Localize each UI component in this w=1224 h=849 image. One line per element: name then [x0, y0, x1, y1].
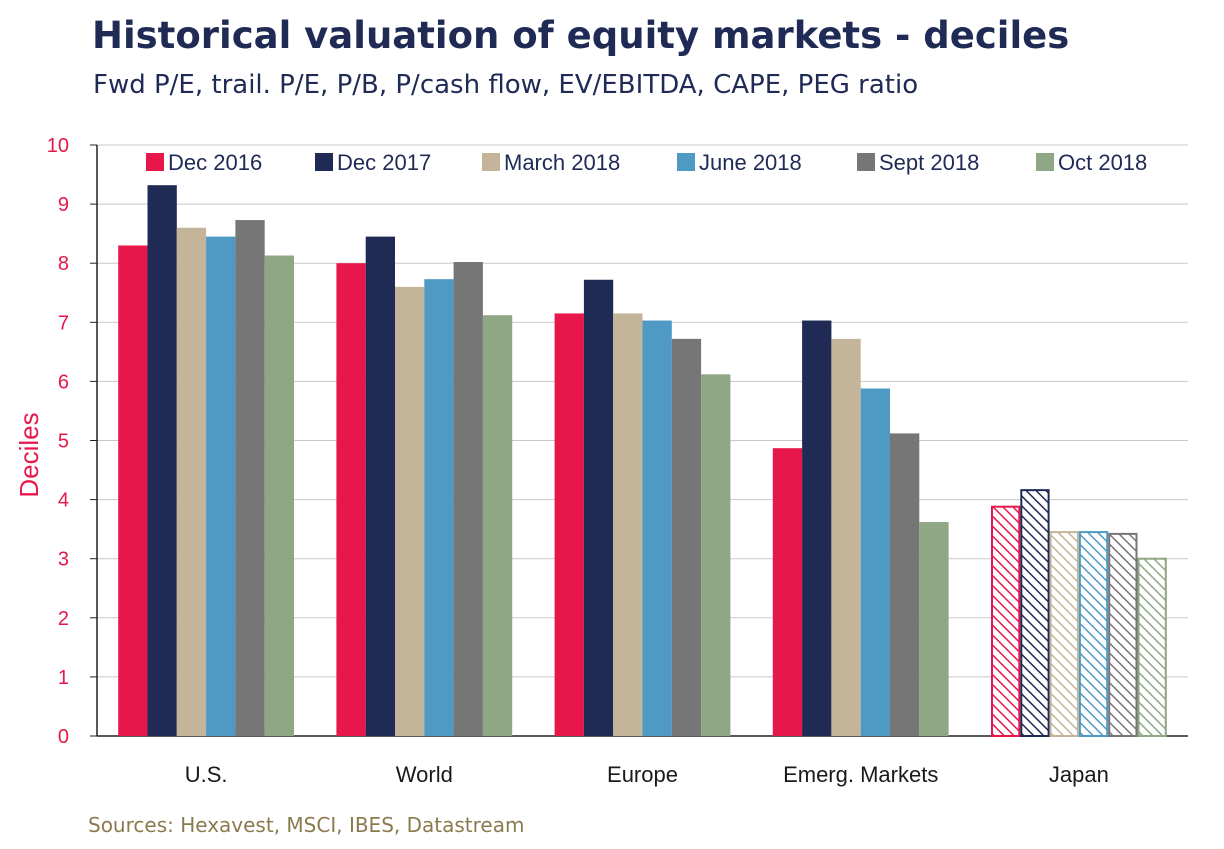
legend-item: Dec 2016	[146, 150, 262, 175]
bar-dec-2016-world	[336, 263, 366, 736]
y-tick-label: 7	[58, 312, 69, 334]
y-tick-label: 4	[58, 490, 69, 512]
x-tick-label: Japan	[1049, 762, 1109, 787]
bar-june-2018-u-s-	[206, 236, 236, 737]
bar-june-2018-europe	[642, 320, 672, 736]
legend-swatch	[857, 153, 875, 171]
legend-swatch	[146, 153, 164, 171]
x-tick-label: World	[396, 762, 453, 787]
bar-oct-2018-europe	[701, 374, 731, 736]
chart-subtitle: Fwd P/E, trail. P/E, P/B, P/cash flow, E…	[93, 70, 919, 100]
bar-sept-2018-europe	[671, 338, 702, 736]
bar-sept-2018-world	[453, 262, 483, 736]
x-tick-label: U.S.	[185, 762, 228, 787]
legend-label: March 2018	[504, 150, 620, 175]
bar-dec-2017-emerg-markets	[802, 320, 832, 736]
bar-march-2018-u-s-	[176, 227, 207, 737]
legend-swatch	[315, 153, 333, 171]
bar-sept-2018-emerg-markets	[890, 433, 920, 736]
bar-march-2018-world	[395, 286, 425, 736]
bar-dec-2016-u-s-	[118, 245, 148, 736]
bar-june-2018-japan	[1078, 531, 1109, 737]
bar-oct-2018-u-s-	[264, 255, 294, 736]
bar-sept-2018-japan	[1108, 532, 1138, 737]
bar-march-2018-emerg-markets	[831, 338, 861, 736]
legend-label: June 2018	[699, 150, 802, 175]
legend-item: Dec 2017	[315, 150, 431, 175]
bar-june-2018-emerg-markets	[860, 388, 890, 736]
y-tick-label: 3	[58, 549, 69, 571]
legend-label: Sept 2018	[879, 150, 979, 175]
bar-oct-2018-emerg-markets	[919, 522, 949, 736]
source-note: Sources: Hexavest, MSCI, IBES, Datastrea…	[88, 813, 525, 837]
x-tick-label: Europe	[607, 762, 678, 787]
y-tick-label: 8	[58, 253, 69, 275]
legend-item: March 2018	[482, 150, 620, 175]
y-tick-label: 2	[58, 608, 69, 630]
bar-dec-2016-japan	[991, 505, 1021, 737]
legend-label: Dec 2017	[337, 150, 431, 175]
legend-item: Oct 2018	[1036, 150, 1147, 175]
bar-dec-2016-europe	[554, 313, 584, 736]
bar-june-2018-world	[424, 279, 454, 736]
bars	[118, 185, 1167, 738]
chart-title: Historical valuation of equity markets -…	[92, 14, 1070, 57]
bar-dec-2016-emerg-markets	[772, 448, 803, 736]
y-tick-label: 1	[58, 667, 69, 689]
y-axis-label: Deciles	[14, 412, 44, 497]
legend-swatch	[1036, 153, 1054, 171]
y-tick-label: 6	[58, 371, 69, 393]
bar-march-2018-japan	[1049, 531, 1079, 737]
legend-swatch	[482, 153, 500, 171]
bar-dec-2017-japan	[1020, 489, 1050, 738]
y-tick-label: 5	[58, 431, 69, 453]
legend-item: June 2018	[677, 150, 802, 175]
bar-dec-2017-world	[365, 236, 395, 737]
legend-label: Oct 2018	[1058, 150, 1147, 175]
legend-item: Sept 2018	[857, 150, 979, 175]
legend-label: Dec 2016	[168, 150, 262, 175]
y-tick-label: 9	[58, 194, 69, 216]
bar-sept-2018-u-s-	[235, 220, 265, 736]
y-tick-label: 0	[58, 726, 69, 748]
bar-dec-2017-u-s-	[147, 185, 177, 737]
legend-swatch	[677, 153, 695, 171]
x-tick-label: Emerg. Markets	[783, 762, 938, 787]
bar-march-2018-europe	[613, 313, 643, 736]
legend: Dec 2016 Dec 2017 March 2018 June 2018 Sept …	[146, 150, 1147, 175]
bar-oct-2018-japan	[1137, 557, 1167, 738]
bar-dec-2017-europe	[583, 279, 614, 736]
bar-oct-2018-world	[482, 315, 513, 736]
y-tick-label: 10	[47, 135, 69, 157]
